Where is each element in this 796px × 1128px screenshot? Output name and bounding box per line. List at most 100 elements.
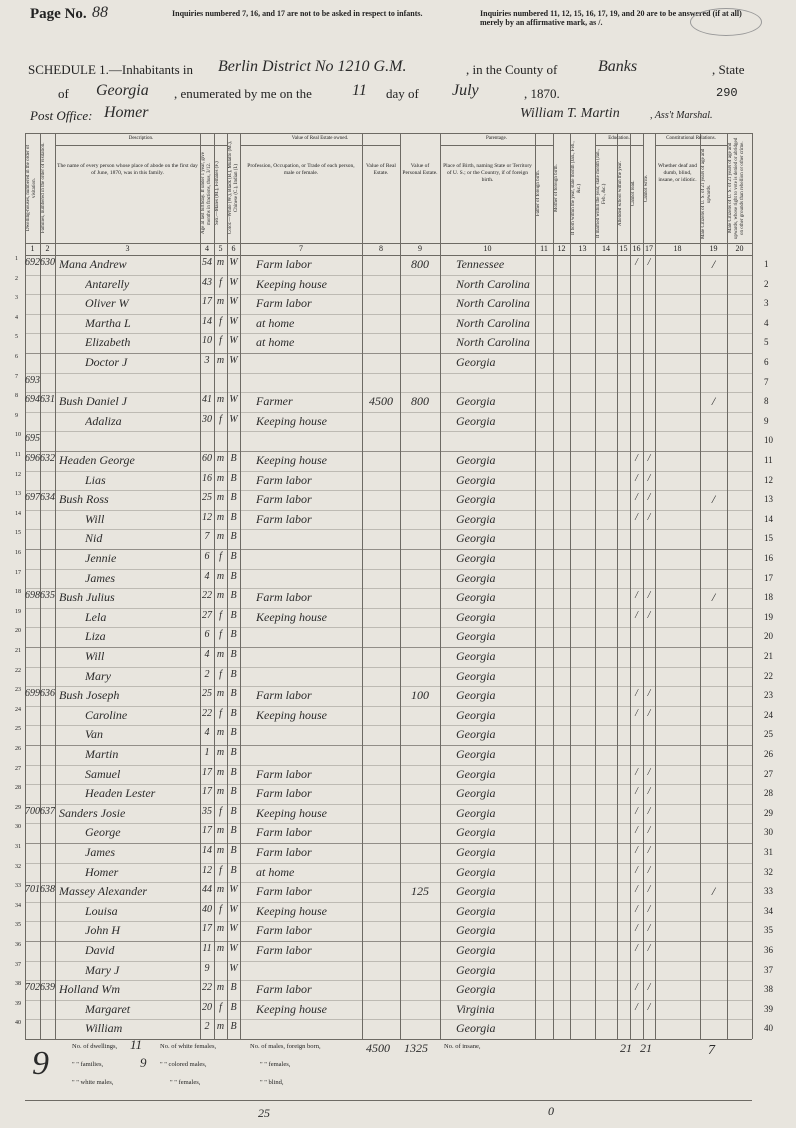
line-number: 30 — [764, 827, 773, 838]
cell-occ: Farmer — [256, 394, 293, 409]
cell-birth: North Carolina — [456, 335, 530, 350]
cell-age: 6 — [204, 629, 210, 641]
cell-color: W — [229, 923, 238, 935]
rule — [25, 568, 752, 570]
cell-occ: Farm labor — [256, 257, 312, 271]
cell-color: B — [230, 825, 237, 837]
column-header: If born within the year, state month (Ja… — [571, 141, 582, 235]
cell-sex: m — [216, 394, 225, 406]
cell-dw: 693 — [25, 374, 40, 386]
rule — [655, 145, 727, 146]
line-number: 29 — [15, 804, 21, 811]
rule — [25, 999, 752, 1001]
cell-dw: 694 — [25, 394, 40, 406]
line-number: 31 — [764, 847, 773, 857]
cell-occ: Farm labor — [256, 766, 312, 781]
cell-c17: / — [647, 1001, 651, 1013]
line-number: 35 — [15, 922, 21, 929]
cell-birth: Georgia — [456, 629, 496, 644]
cell-birth: Georgia — [456, 413, 496, 428]
rule — [25, 705, 752, 707]
cell-fam: 634 — [40, 492, 55, 504]
line-number: 7 — [764, 376, 769, 387]
cell-c19: / — [711, 492, 716, 507]
line-number: 38 — [764, 984, 773, 995]
cell-sex: m — [216, 884, 225, 896]
cell-name: William — [85, 1021, 123, 1036]
line-number: 11 — [15, 452, 21, 458]
cell-age: 9 — [204, 962, 210, 974]
cell-name: Bush Daniel J — [59, 394, 127, 409]
cell-c16: / — [635, 511, 638, 523]
line-number: 10 — [764, 435, 773, 446]
rule — [25, 921, 752, 923]
rule — [727, 133, 728, 1039]
line-number: 34 — [764, 905, 773, 916]
line-number: 19 — [15, 608, 21, 615]
cell-occ: Farm labor — [256, 845, 312, 859]
cell-age: 4 — [204, 727, 210, 739]
cell-occ: Farm labor — [256, 492, 312, 507]
cell-birth: Georgia — [456, 805, 496, 820]
cell-sex: m — [216, 649, 225, 660]
rule — [240, 133, 241, 1039]
column-number: 15 — [619, 245, 628, 252]
line-number: 22 — [15, 667, 21, 674]
cell-c17: / — [647, 590, 651, 602]
month: July — [452, 82, 479, 99]
cell-sex: f — [219, 413, 222, 425]
line-number: 7 — [15, 373, 18, 380]
line-number: 40 — [764, 1023, 773, 1034]
cell-c16: / — [635, 766, 638, 778]
cell-birth: Georgia — [456, 511, 496, 526]
column-number: 3 — [125, 245, 130, 252]
cell-sex: m — [216, 845, 225, 856]
cell-sex: m — [216, 1021, 225, 1033]
rule — [25, 549, 752, 550]
rule — [535, 133, 536, 1039]
cell-c17: / — [647, 453, 651, 464]
stamp-number: 290 — [716, 86, 738, 100]
rule — [25, 353, 752, 354]
cell-name: Lias — [85, 472, 106, 487]
cell-age: 10 — [202, 335, 212, 347]
rule — [25, 666, 752, 668]
cell-c17: / — [647, 825, 651, 837]
line-number: 16 — [15, 550, 21, 556]
group-header: Parentage. — [486, 136, 507, 141]
cell-color: B — [230, 1021, 237, 1033]
line-number: 27 — [764, 768, 773, 779]
cell-age: 3 — [204, 355, 210, 366]
schedule-label: SCHEDULE 1.—Inhabitants in — [28, 62, 194, 77]
day: 11 — [352, 82, 367, 99]
cell-name: Elizabeth — [85, 335, 131, 350]
column-header: Attended school within the year. — [618, 161, 623, 226]
rule — [200, 133, 201, 1039]
cell-name: Mana Andrew — [59, 257, 127, 271]
cell-name: Antarelly — [85, 276, 130, 291]
rule — [25, 1100, 752, 1101]
cell-name: Nid — [85, 531, 103, 546]
rule — [25, 588, 752, 590]
cell-re: 4500 — [369, 394, 393, 409]
column-number: 10 — [483, 245, 492, 252]
cell-birth: Georgia — [456, 786, 496, 801]
cell-sex: m — [216, 570, 225, 582]
column-number: 20 — [735, 245, 744, 252]
cell-color: W — [229, 355, 238, 366]
cell-c17: / — [647, 923, 651, 935]
column-number: 16 — [632, 245, 641, 252]
cell-age: 14 — [202, 845, 212, 856]
note: Inquiries numbered 7, 16, and 17 are not… — [172, 9, 423, 18]
rule — [752, 133, 753, 1039]
post-office-label: Post Office: — [30, 108, 93, 123]
cell-c17: / — [647, 257, 651, 268]
cell-age: 2 — [204, 668, 210, 680]
cell-name: Mary J — [85, 962, 120, 977]
cell-occ: Keeping house — [256, 903, 327, 918]
cell-c16: / — [635, 982, 638, 994]
cell-sex: f — [219, 668, 222, 680]
rule — [25, 490, 752, 492]
footer-label: No. of insane, — [444, 1043, 481, 1050]
cell-sex: m — [216, 590, 225, 602]
